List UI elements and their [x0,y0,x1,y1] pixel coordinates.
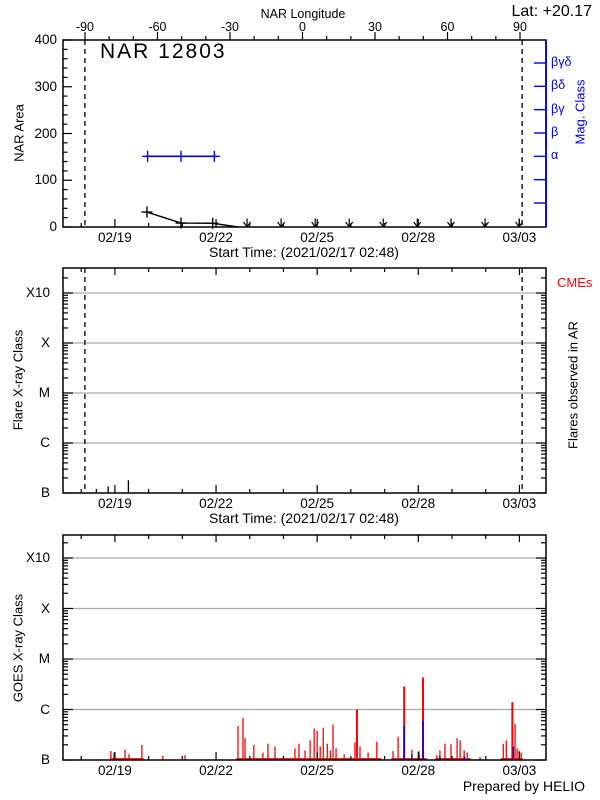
chart-line [280,221,286,228]
panel-frame [62,534,547,761]
y-tick-label: X10 [25,285,50,300]
x-tick-label: 02/19 [98,763,132,778]
x-tick-label: 02/22 [199,496,233,511]
x-tick-label: 02/19 [98,230,132,245]
x-tick-label: 02/22 [199,763,233,778]
credit-label: Prepared by HELIO [462,778,585,794]
chart-line [246,221,252,228]
panel-frame [62,267,547,494]
chart-line [515,221,520,228]
x-tick-label: 02/22 [199,230,233,245]
y-tick-label: 200 [34,125,57,141]
panel1-title: NAR 12803 [100,40,227,63]
y-tick-label: B [40,752,50,767]
y-tick-label: X10 [25,550,50,565]
x-tick-label: 02/25 [300,496,335,511]
mag-class-axis-label: Mag. Class [572,79,588,145]
mag-class-tick-label: βγδ [551,55,572,69]
chart-line [379,221,384,228]
longitude-tick-label: 90 [513,20,527,34]
y-tick-label: 100 [34,172,57,188]
chart-line [345,221,350,228]
x-tick-label: 02/25 [300,230,335,245]
chart-line [311,221,316,228]
flares-observed-label: Flares observed in AR [565,321,581,449]
longitude-tick-label: 60 [440,20,455,34]
nar-longitude-axis-title: NAR Longitude [260,7,346,21]
y-tick-label: 400 [34,32,57,47]
y-tick-label: M [38,651,50,666]
x-tick-label: 02/28 [401,496,436,511]
mag-class-tick-label: α [551,148,559,163]
mag-class-tick-label: βδ [551,78,566,93]
x-tick-label: 02/19 [98,496,132,511]
x-tick-label: 02/28 [401,230,436,245]
chart-line [243,221,248,228]
longitude-tick-label: -30 [220,20,240,34]
chart-line [481,221,486,228]
panel2-start-time-label: Start Time: (2021/02/17 02:48) [209,510,399,526]
y-tick-label: C [40,435,50,450]
longitude-tick-label: 0 [299,20,306,34]
longitude-tick-label: 30 [368,20,382,34]
longitude-tick-label: -90 [75,20,95,34]
y-tick-label: C [40,701,50,717]
data-series-line [146,211,239,228]
x-tick-label: 03/03 [502,496,537,511]
cmes-label: CMEs [557,275,593,290]
mag-class-tick-label: β [551,124,559,139]
chart-line [277,221,282,228]
y-tick-label: X [40,335,50,350]
y-tick-label: X [40,600,50,616]
x-tick-label: 02/25 [300,763,335,778]
y-tick-label: 0 [49,219,57,234]
chart-line [413,221,418,228]
panel1-start-time-label: Start Time: (2021/02/17 02:48) [209,244,399,260]
mag-class-tick-label: βγ [551,101,565,116]
y-tick-label: B [40,485,50,500]
lat-label: Lat: +20.17 [511,3,592,20]
y-tick-label: 300 [34,78,57,94]
longitude-tick-label: -60 [148,20,167,34]
x-tick-label: 03/03 [502,230,537,245]
x-tick-label: 03/03 [502,763,537,778]
chart-line [447,221,452,228]
x-tick-label: 02/28 [401,763,436,778]
y-tick-label: M [38,385,50,400]
panel-frame [62,39,547,228]
